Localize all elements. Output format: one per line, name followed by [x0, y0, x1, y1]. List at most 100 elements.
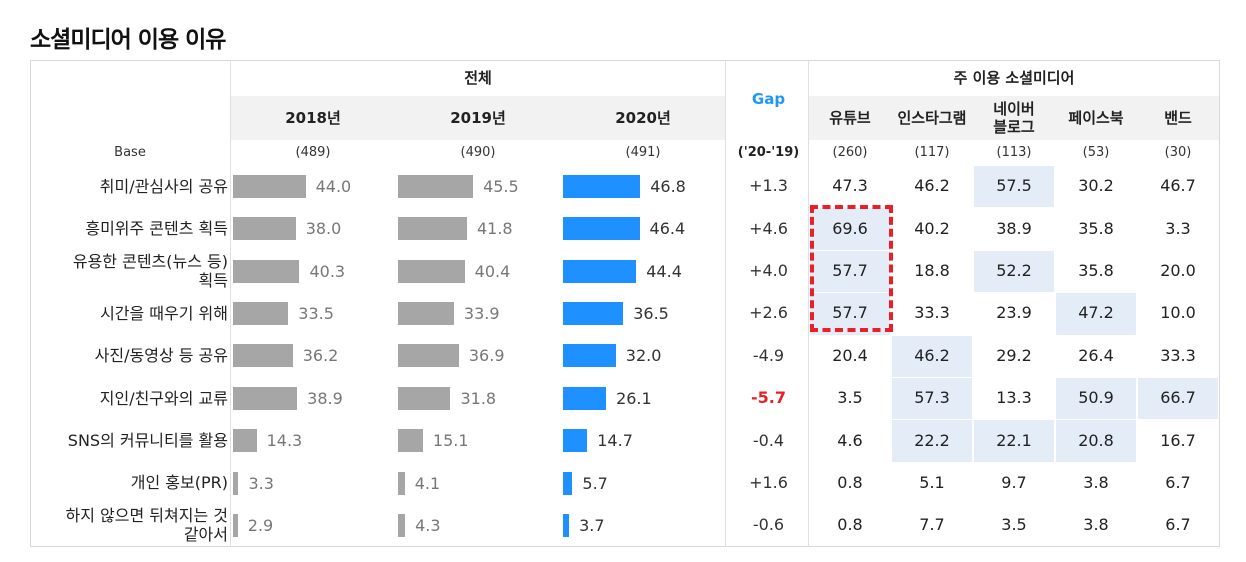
- bar-value-2019: 41.8: [476, 219, 513, 239]
- platform-value-instagram: 33.3: [914, 303, 950, 323]
- platform-value-band: 66.7: [1160, 388, 1196, 408]
- platform-value-youtube: 69.6: [832, 218, 868, 238]
- bar-value-2020: 46.8: [650, 176, 686, 196]
- bar-value-2020: 44.4: [646, 261, 682, 281]
- platform-value-youtube: 3.5: [837, 388, 863, 408]
- bar-2018: [233, 174, 306, 198]
- platform-value-naver-blog: 3.5: [1001, 515, 1027, 535]
- base-label: Base: [114, 145, 146, 160]
- platform-value-facebook: 35.8: [1078, 218, 1114, 238]
- bar-value-2020: 5.7: [582, 473, 608, 493]
- year-header-2018: 2018년: [285, 109, 341, 127]
- bar-value-2019: 4.3: [415, 515, 441, 535]
- highlight-cell: [974, 420, 1054, 462]
- bar-value-2019: 36.9: [468, 346, 505, 366]
- platform-value-facebook: 3.8: [1083, 515, 1109, 535]
- bar-value-2018: 44.0: [315, 176, 352, 196]
- platform-value-facebook: 20.8: [1078, 430, 1114, 450]
- base-youtube: (260): [832, 145, 868, 160]
- base-instagram: (117): [914, 145, 950, 160]
- platform-value-facebook: 3.8: [1083, 473, 1109, 492]
- row-label: 유용한 콘텐츠(뉴스 등) 획득: [72, 251, 228, 290]
- platform-value-naver-blog: 57.5: [996, 176, 1032, 196]
- highlight-cell: [810, 250, 890, 293]
- divider-label-column: [230, 60, 231, 547]
- year-header-2020: 2020년: [615, 109, 671, 127]
- base-2020: (491): [625, 145, 661, 160]
- gap-value: +1.3: [749, 176, 788, 196]
- bar-2019: [398, 513, 406, 537]
- bar-2019: [398, 386, 451, 410]
- bar-value-2019: 4.1: [414, 473, 441, 493]
- base-facebook: (53): [1082, 145, 1110, 160]
- bar-2018: [233, 513, 238, 537]
- platform-value-youtube: 0.8: [837, 473, 863, 492]
- bar-2020: [563, 259, 637, 283]
- bar-2019: [398, 174, 474, 198]
- overall-header: 전체: [464, 69, 492, 87]
- platform-value-instagram: 40.2: [914, 218, 950, 238]
- youtube-highlight-box: [810, 205, 893, 332]
- platform-header-band: 밴드: [1164, 109, 1192, 127]
- bar-value-2018: 40.3: [309, 261, 346, 281]
- row-label: 지인/친구와의 교류: [99, 388, 228, 408]
- platform-value-youtube: 57.7: [832, 303, 868, 323]
- row-label: 시간을 때우기 위해: [100, 303, 228, 323]
- platform-value-instagram: 57.3: [914, 388, 950, 408]
- bar-2018: [233, 301, 289, 325]
- bar-value-2018: 33.5: [298, 303, 334, 323]
- platform-value-instagram: 18.8: [914, 261, 950, 280]
- bar-value-2020: 36.5: [633, 303, 669, 323]
- bar-value-2020: 46.4: [649, 219, 686, 239]
- bar-2020: [563, 471, 573, 495]
- highlight-cell: [810, 293, 890, 335]
- row-label: 취미/관심사의 공유: [99, 176, 228, 196]
- platform-value-band: 3.3: [1165, 218, 1191, 238]
- bar-2020: [563, 217, 640, 241]
- platform-value-band: 16.7: [1160, 430, 1196, 450]
- base-band: (30): [1164, 145, 1192, 160]
- row-label: 개인 홍보(PR): [130, 473, 228, 493]
- platform-header-youtube: 유튜브: [829, 109, 871, 127]
- bar-2020: [563, 301, 624, 325]
- platform-value-naver-blog: 22.1: [996, 430, 1032, 450]
- platform-value-band: 10.0: [1160, 303, 1196, 323]
- bar-value-2019: 31.8: [460, 388, 497, 408]
- row-label: SNS의 커뮤니티를 활용: [67, 431, 228, 451]
- page-title: 소셜미디어 이용 이유: [30, 27, 226, 53]
- bar-value-2020: 3.7: [579, 515, 605, 535]
- platform-value-instagram: 22.2: [914, 430, 950, 450]
- gap-value: -0.4: [752, 430, 785, 450]
- highlight-cell: [892, 335, 972, 377]
- bar-value-2018: 38.9: [307, 388, 343, 408]
- bar-2019: [398, 259, 465, 283]
- bar-2018: [233, 429, 257, 453]
- bar-2019: [398, 471, 405, 495]
- platform-value-youtube: 0.8: [837, 515, 863, 535]
- highlight-cell: [810, 208, 890, 250]
- gap-value: -5.7: [751, 388, 786, 408]
- bar-2018: [233, 259, 300, 283]
- base-naver-blog: (113): [996, 145, 1032, 160]
- platform-value-band: 20.0: [1160, 261, 1196, 280]
- highlight-cell: [892, 378, 972, 420]
- platform-value-facebook: 35.8: [1078, 261, 1114, 280]
- bar-value-2019: 40.4: [474, 261, 511, 281]
- platform-value-youtube: 47.3: [832, 176, 868, 196]
- base-2018: (489): [295, 145, 331, 160]
- platform-value-naver-blog: 52.2: [996, 261, 1032, 280]
- row-label: 하지 않으면 뒤쳐지는 것 같아서: [65, 506, 228, 545]
- bar-value-2020: 32.0: [625, 346, 662, 366]
- highlight-cell: [1138, 378, 1218, 420]
- gap-value: +1.6: [749, 473, 788, 492]
- row-label: 흥미위주 콘텐츠 획득: [85, 219, 228, 239]
- bar-value-2019: 33.9: [463, 303, 500, 323]
- bar-2020: [563, 429, 588, 453]
- highlight-cell: [974, 250, 1054, 293]
- platform-value-band: 33.3: [1160, 345, 1196, 365]
- platform-value-youtube: 4.6: [837, 430, 863, 450]
- table-frame: [30, 60, 1220, 547]
- bar-value-2020: 26.1: [616, 388, 652, 408]
- bar-2018: [233, 471, 239, 495]
- bar-2019: [398, 301, 454, 325]
